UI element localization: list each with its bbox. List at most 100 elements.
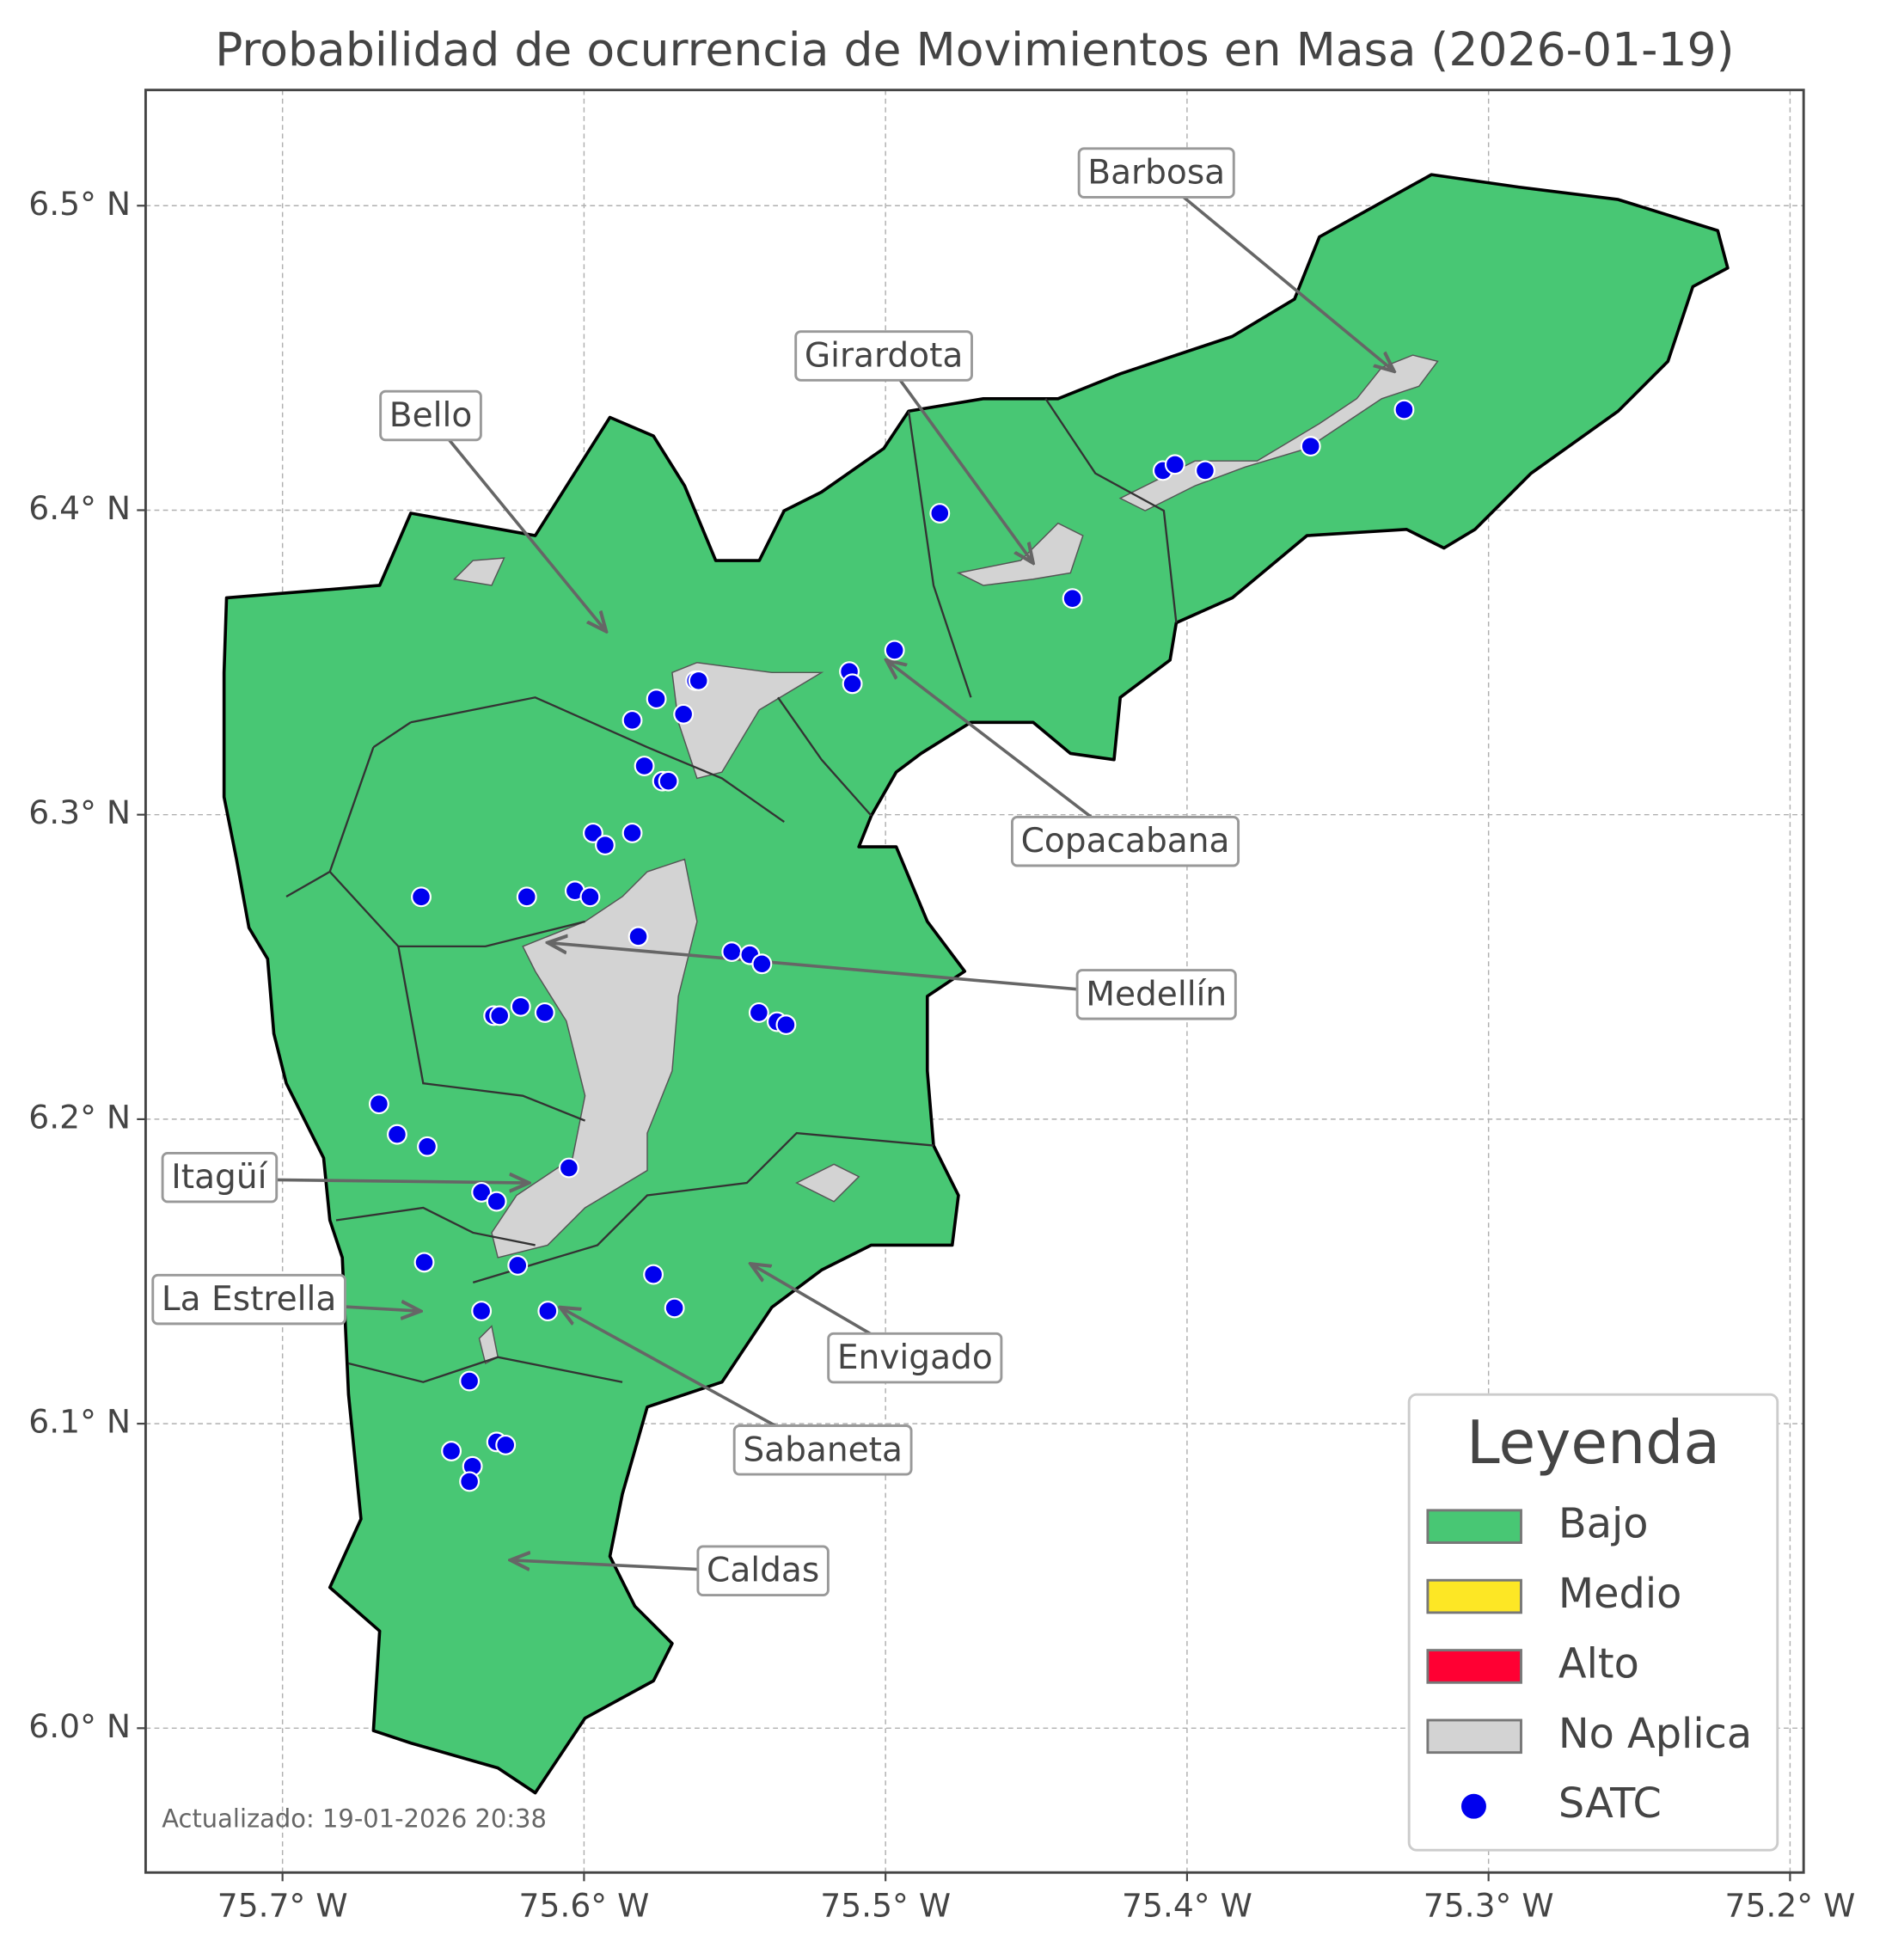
satc-point xyxy=(486,1191,507,1212)
y-tick-label: 6.5° N xyxy=(28,185,131,223)
no-aplica-area xyxy=(453,557,505,586)
satc-point xyxy=(1300,436,1321,457)
municipal-boundary xyxy=(285,398,1178,1383)
municipality-label: Sabaneta xyxy=(743,1430,903,1469)
satc-point xyxy=(459,1370,481,1392)
satc-point xyxy=(621,709,643,731)
satc-point xyxy=(673,703,695,725)
satc-point xyxy=(595,835,615,856)
municipality-label: Medellín xyxy=(1086,975,1227,1014)
municipality-label: Barbosa xyxy=(1087,154,1225,193)
legend-patch xyxy=(1426,1578,1522,1614)
satc-point xyxy=(534,1001,555,1023)
x-tick-label: 75.6° W xyxy=(519,1886,650,1924)
label-box xyxy=(1011,815,1240,867)
satc-point xyxy=(1062,588,1083,609)
y-tick-label: 6.4° N xyxy=(28,489,131,527)
satc-point xyxy=(721,941,743,963)
municipality-label: Copacabana xyxy=(1021,822,1230,861)
legend-label: Alto xyxy=(1558,1640,1639,1687)
satc-point xyxy=(658,770,679,792)
label-arrow xyxy=(882,356,1033,563)
label-box xyxy=(161,1151,279,1204)
label-arrow xyxy=(548,943,1157,998)
label-box xyxy=(827,1332,1003,1384)
y-tick-label: 6.1° N xyxy=(28,1403,131,1441)
updated-note: Actualizado: 19-01-2026 20:38 xyxy=(162,1804,547,1833)
municipality-label: Envigado xyxy=(837,1338,993,1377)
legend-label: Bajo xyxy=(1558,1501,1649,1548)
y-tick-label: 6.3° N xyxy=(28,793,131,831)
x-tick-label: 75.2° W xyxy=(1725,1886,1856,1924)
title: Probabilidad de ocurrencia de Movimiento… xyxy=(215,22,1734,77)
satc-point xyxy=(417,1136,438,1157)
no-aplica-area xyxy=(795,1163,860,1203)
municipality-label: Itagüí xyxy=(171,1158,267,1197)
x-tick-label: 75.4° W xyxy=(1122,1886,1252,1924)
satc-point xyxy=(1393,399,1415,420)
x-tick-label: 75.7° W xyxy=(217,1886,348,1924)
satc-point xyxy=(646,689,667,710)
satc-point xyxy=(634,756,655,776)
satc-point xyxy=(413,1252,435,1273)
label-box xyxy=(732,1424,913,1476)
legend-patch xyxy=(1426,1509,1522,1544)
legend-patch xyxy=(1426,1649,1522,1684)
label-box xyxy=(1075,969,1237,1020)
label-box xyxy=(1077,147,1235,199)
legend-label: Medio xyxy=(1558,1571,1681,1618)
satc-point xyxy=(751,953,773,975)
label-arrow xyxy=(429,416,606,631)
satc-point xyxy=(368,1093,389,1115)
satc-point xyxy=(664,1297,685,1319)
region-map xyxy=(222,173,1730,1795)
municipality-label: Girardota xyxy=(805,336,964,375)
satc-point xyxy=(621,822,643,843)
label-arrow xyxy=(1155,173,1394,371)
satc-point xyxy=(842,673,863,695)
satc-point xyxy=(1164,454,1185,475)
label-box xyxy=(379,389,482,442)
satc-point xyxy=(558,1157,579,1179)
satc-point xyxy=(775,1014,797,1036)
label-arrow xyxy=(886,660,1127,845)
y-tick-label: 6.0° N xyxy=(28,1707,131,1745)
satc-point xyxy=(516,886,537,908)
satc-point xyxy=(507,1254,529,1276)
satc-point xyxy=(579,886,601,908)
satc-point xyxy=(582,822,603,843)
satc-point xyxy=(1195,460,1215,481)
satc-point xyxy=(884,640,905,661)
label-box xyxy=(794,330,973,382)
y-tick-label: 6.2° N xyxy=(28,1098,131,1136)
legend-marker xyxy=(1460,1793,1486,1819)
region-bajo xyxy=(222,173,1730,1795)
plot-frame xyxy=(144,89,1805,1874)
satc-point xyxy=(495,1434,517,1455)
legend-label: SATC xyxy=(1558,1780,1662,1828)
no-aplica-area xyxy=(491,858,698,1259)
satc-point xyxy=(471,1181,493,1203)
satc-point xyxy=(386,1124,407,1145)
x-tick-label: 75.3° W xyxy=(1424,1886,1554,1924)
legend-label: No Aplica xyxy=(1558,1711,1752,1758)
municipality-label: Caldas xyxy=(707,1552,819,1590)
satc-point xyxy=(929,503,951,524)
municipality-label: La Estrella xyxy=(162,1280,336,1319)
satc-point xyxy=(441,1441,462,1461)
municipality-label: Bello xyxy=(389,396,472,435)
satc-point xyxy=(471,1301,493,1322)
satc-point xyxy=(411,886,432,908)
satc-point xyxy=(489,1005,511,1026)
satc-point xyxy=(537,1301,559,1322)
satc-point xyxy=(510,995,531,1017)
satc-point xyxy=(643,1264,664,1285)
label-box xyxy=(696,1545,830,1597)
x-tick-label: 75.5° W xyxy=(820,1886,951,1924)
satc-point xyxy=(688,670,709,691)
no-aplica-area xyxy=(671,662,824,780)
legend-patch xyxy=(1426,1718,1522,1755)
legend-title: Leyenda xyxy=(1466,1408,1720,1478)
